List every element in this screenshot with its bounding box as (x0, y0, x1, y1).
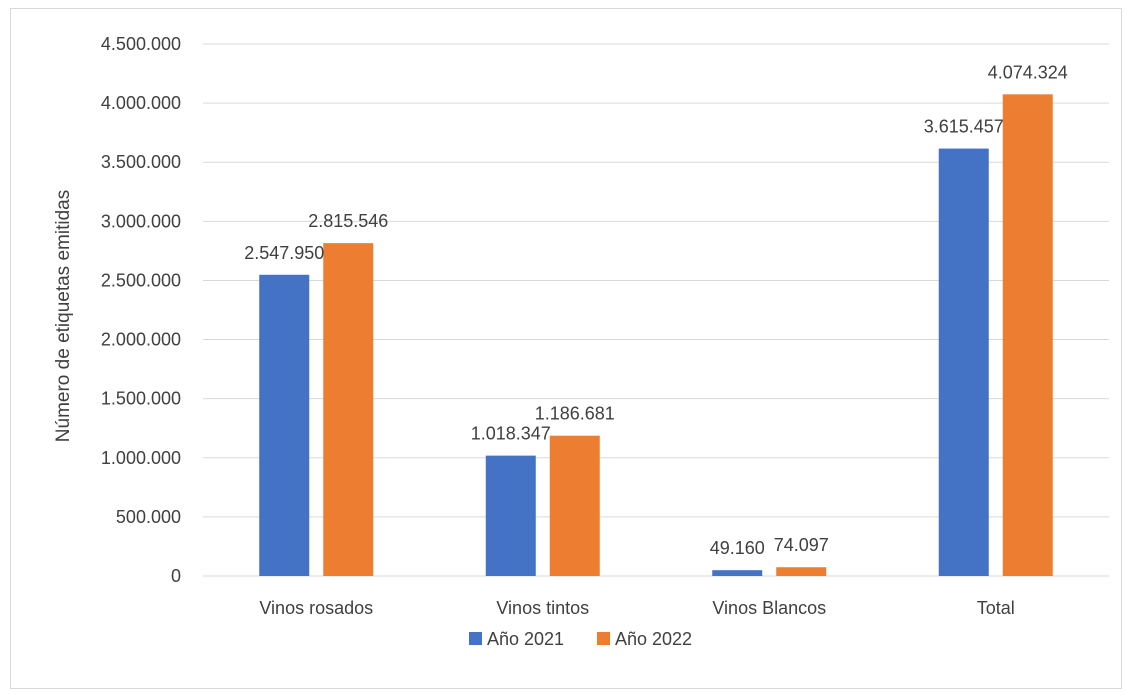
x-axis-categories: Vinos rosados Vinos tintos Vinos Blancos To… (259, 598, 1014, 618)
bar (938, 148, 989, 576)
bar (485, 455, 536, 576)
bar-chart: 0 500.000 1.000.000 1.500.000 2.000.000 2.500… (53, 34, 1109, 649)
bars (259, 94, 1053, 576)
legend-label: Año 2022 (615, 629, 692, 649)
y-axis-ticks: 0 500.000 1.000.000 1.500.000 2.000.000 2.500… (101, 34, 181, 586)
y-tick-label: 2.500.000 (101, 270, 181, 290)
legend-swatch (597, 632, 610, 645)
y-tick-label: 1.500.000 (101, 389, 181, 409)
data-label: 2.815.546 (308, 211, 388, 231)
data-label: 4.074.324 (988, 62, 1068, 82)
y-tick-label: 3.000.000 (101, 211, 181, 231)
x-category-label: Vinos Blancos (712, 598, 826, 618)
y-tick-label: 4.000.000 (101, 93, 181, 113)
y-tick-label: 500.000 (116, 507, 181, 527)
data-label: 2.547.950 (244, 243, 324, 263)
y-tick-label: 3.500.000 (101, 152, 181, 172)
y-tick-label: 4.500.000 (101, 34, 181, 54)
y-tick-label: 0 (171, 566, 181, 586)
y-tick-label: 1.000.000 (101, 448, 181, 468)
bar (323, 243, 374, 576)
legend-label: Año 2021 (487, 629, 564, 649)
bar (776, 567, 827, 576)
x-category-label: Vinos tintos (496, 598, 589, 618)
data-label: 3.615.457 (924, 117, 1004, 137)
bar (712, 570, 763, 576)
y-axis-title: Número de etiquetas emitidas (53, 190, 74, 442)
legend: Año 2021 Año 2022 (469, 629, 692, 649)
bar (1002, 94, 1053, 576)
data-label: 49.160 (710, 538, 765, 558)
legend-swatch (469, 632, 482, 645)
data-label: 1.186.681 (535, 404, 615, 424)
y-tick-label: 2.000.000 (101, 330, 181, 350)
bar (549, 435, 600, 576)
data-label: 1.018.347 (471, 424, 551, 444)
data-label: 74.097 (774, 535, 829, 555)
chart-frame: 0 500.000 1.000.000 1.500.000 2.000.000 2.500… (10, 8, 1122, 689)
x-category-label: Total (977, 598, 1015, 618)
bar (259, 274, 310, 576)
x-category-label: Vinos rosados (259, 598, 373, 618)
